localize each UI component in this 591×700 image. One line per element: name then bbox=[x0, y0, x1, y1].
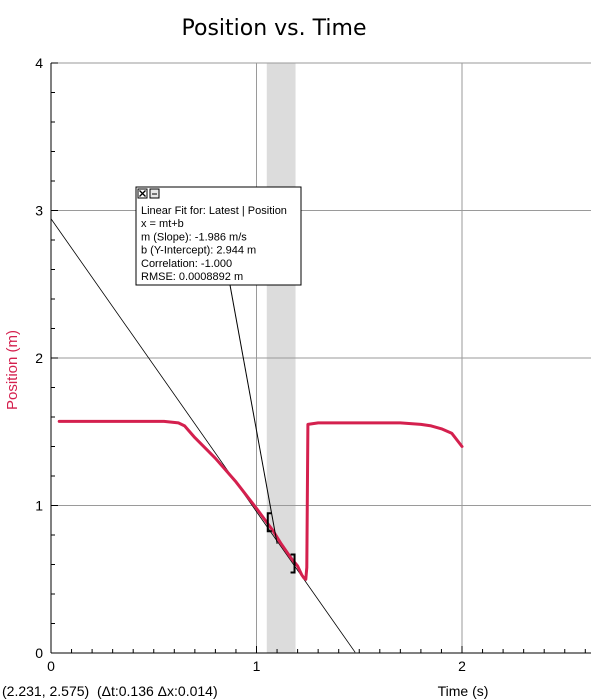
fit-box-line: b (Y-Intercept): 2.944 m bbox=[141, 245, 256, 257]
y-tick-label-0: 0 bbox=[35, 645, 43, 661]
x-tick-label-0: 0 bbox=[47, 658, 55, 674]
x-tick-label-1: 1 bbox=[253, 658, 261, 674]
series-line-position bbox=[57, 419, 464, 581]
y-tick-label-4: 4 bbox=[35, 55, 43, 71]
x-tick-label-2: 2 bbox=[458, 658, 466, 674]
cursor-readout: (2.231, 2.575) (Δt:0.136 Δx:0.014) bbox=[2, 683, 218, 699]
selection-bracket-right[interactable] bbox=[290, 553, 296, 574]
x-axis-label: Time (s) bbox=[438, 683, 489, 699]
close-icon[interactable] bbox=[137, 188, 148, 199]
fit-box-line: x = mt+b bbox=[141, 218, 184, 230]
fit-box-line: Linear Fit for: Latest | Position bbox=[141, 205, 287, 217]
y-tick-label-3: 3 bbox=[35, 203, 43, 219]
tick-labels: 0 1 2 3 4 0 1 2 bbox=[35, 55, 466, 674]
fit-box-line: RMSE: 0.0008892 m bbox=[141, 271, 243, 283]
options-icon[interactable] bbox=[149, 188, 160, 199]
y-axis-label: Position (m) bbox=[4, 330, 21, 410]
selection-bracket-left[interactable] bbox=[266, 512, 272, 533]
fit-box-leader-line bbox=[229, 284, 278, 544]
chart-title: Position vs. Time bbox=[182, 16, 367, 41]
y-tick-label-2: 2 bbox=[35, 350, 43, 366]
fit-box-line: Correlation: -1.000 bbox=[141, 258, 232, 270]
tick-marks bbox=[50, 62, 586, 654]
y-tick-label-1: 1 bbox=[35, 498, 43, 514]
fit-box-line: m (Slope): -1.986 m/s bbox=[141, 231, 247, 243]
